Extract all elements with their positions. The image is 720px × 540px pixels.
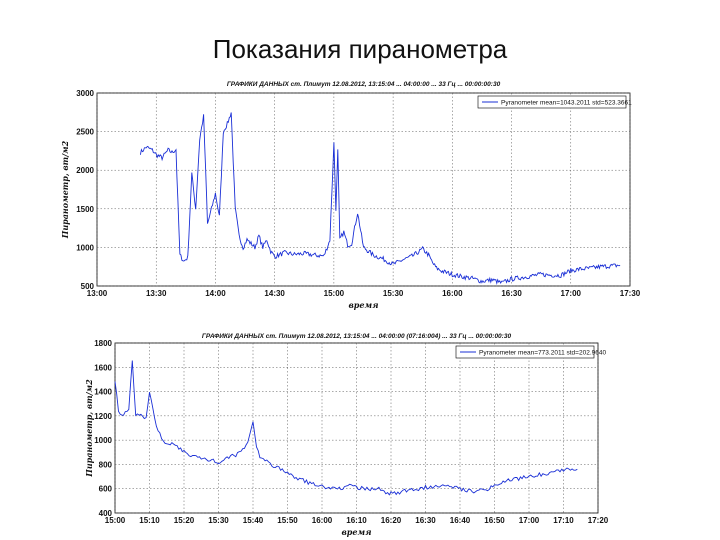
legend-box — [477, 95, 627, 109]
x-tick-label: 16:30 — [501, 289, 522, 298]
y-tick-label: 1000 — [94, 436, 112, 445]
legend-label: Pyranometer mean=773.2011 std=202.9640 — [479, 350, 606, 357]
chart-title: ГРАФИКИ ДАННЫХ ст. Плимут 12.08.2012, 13… — [227, 81, 501, 88]
x-tick-label: 13:30 — [146, 289, 167, 298]
x-tick-label: 17:30 — [620, 289, 641, 298]
x-tick-label: 15:10 — [139, 516, 160, 525]
x-tick-label: 13:00 — [87, 289, 108, 298]
x-tick-label: 17:00 — [561, 289, 582, 298]
x-tick-label: 16:30 — [415, 516, 436, 525]
y-tick-label: 1500 — [76, 205, 94, 214]
y-tick-label: 500 — [81, 282, 95, 291]
chart-1: 13:00 13:30 14:00 14:30 15:00 15:30 16:00 16:30… — [60, 81, 641, 310]
y-tick-label: 2500 — [76, 128, 94, 137]
x-tick-label: 16:40 — [450, 516, 471, 525]
x-tick-label: 16:10 — [346, 516, 367, 525]
series-line-pyranometer — [114, 360, 578, 496]
y-tick-label: 3000 — [76, 89, 94, 98]
y-tick-label: 600 — [99, 485, 113, 494]
plot-area — [96, 92, 631, 287]
y-tick-label: 800 — [99, 460, 113, 469]
x-tick-label: 15:30 — [208, 516, 229, 525]
chart-title: ГРАФИКИ ДАННЫХ ст. Плимут 12.08.2012, 13… — [202, 333, 512, 340]
x-tick-label: 14:00 — [205, 289, 226, 298]
y-tick-label: 1200 — [94, 412, 112, 421]
x-tick-label: 14:30 — [264, 289, 285, 298]
y-tick-label: 1800 — [94, 339, 112, 348]
x-tick-label: 15:00 — [105, 516, 126, 525]
legend-label: Pyranometer mean=1043.2011 std=523.3661 — [501, 100, 632, 107]
y-tick-label: 400 — [99, 509, 113, 518]
y-tick-label: 1600 — [94, 363, 112, 372]
series-line-pyranometer — [139, 112, 621, 285]
x-axis-label: время — [342, 527, 372, 537]
y-tick-label: 2000 — [76, 166, 94, 175]
x-tick-label: 15:30 — [383, 289, 404, 298]
y-axis-label: Пиранометр, вт/м2 — [84, 379, 94, 478]
y-tick-label: 1400 — [94, 388, 112, 397]
x-tick-label: 15:00 — [324, 289, 345, 298]
legend-box — [455, 345, 595, 359]
x-tick-label: 15:50 — [277, 516, 298, 525]
x-tick-label: 15:40 — [243, 516, 264, 525]
x-tick-label: 17:10 — [553, 516, 574, 525]
y-axis-label: Пиранометр, вт/м2 — [60, 140, 70, 239]
x-tick-label: 17:00 — [519, 516, 540, 525]
y-tick-label: 1000 — [76, 243, 94, 252]
x-tick-label: 15:20 — [174, 516, 195, 525]
x-tick-label: 16:00 — [312, 516, 333, 525]
x-tick-label: 16:00 — [442, 289, 463, 298]
x-axis-label: время — [349, 300, 379, 310]
x-tick-label: 16:20 — [381, 516, 402, 525]
x-tick-label: 17:20 — [588, 516, 609, 525]
chart-2: 15:00 15:10 15:20 15:30 15:40 15:50 16:00 16:10… — [84, 333, 609, 537]
slide-title: Показания пиранометра — [212, 34, 508, 64]
x-tick-label: 16:50 — [484, 516, 505, 525]
